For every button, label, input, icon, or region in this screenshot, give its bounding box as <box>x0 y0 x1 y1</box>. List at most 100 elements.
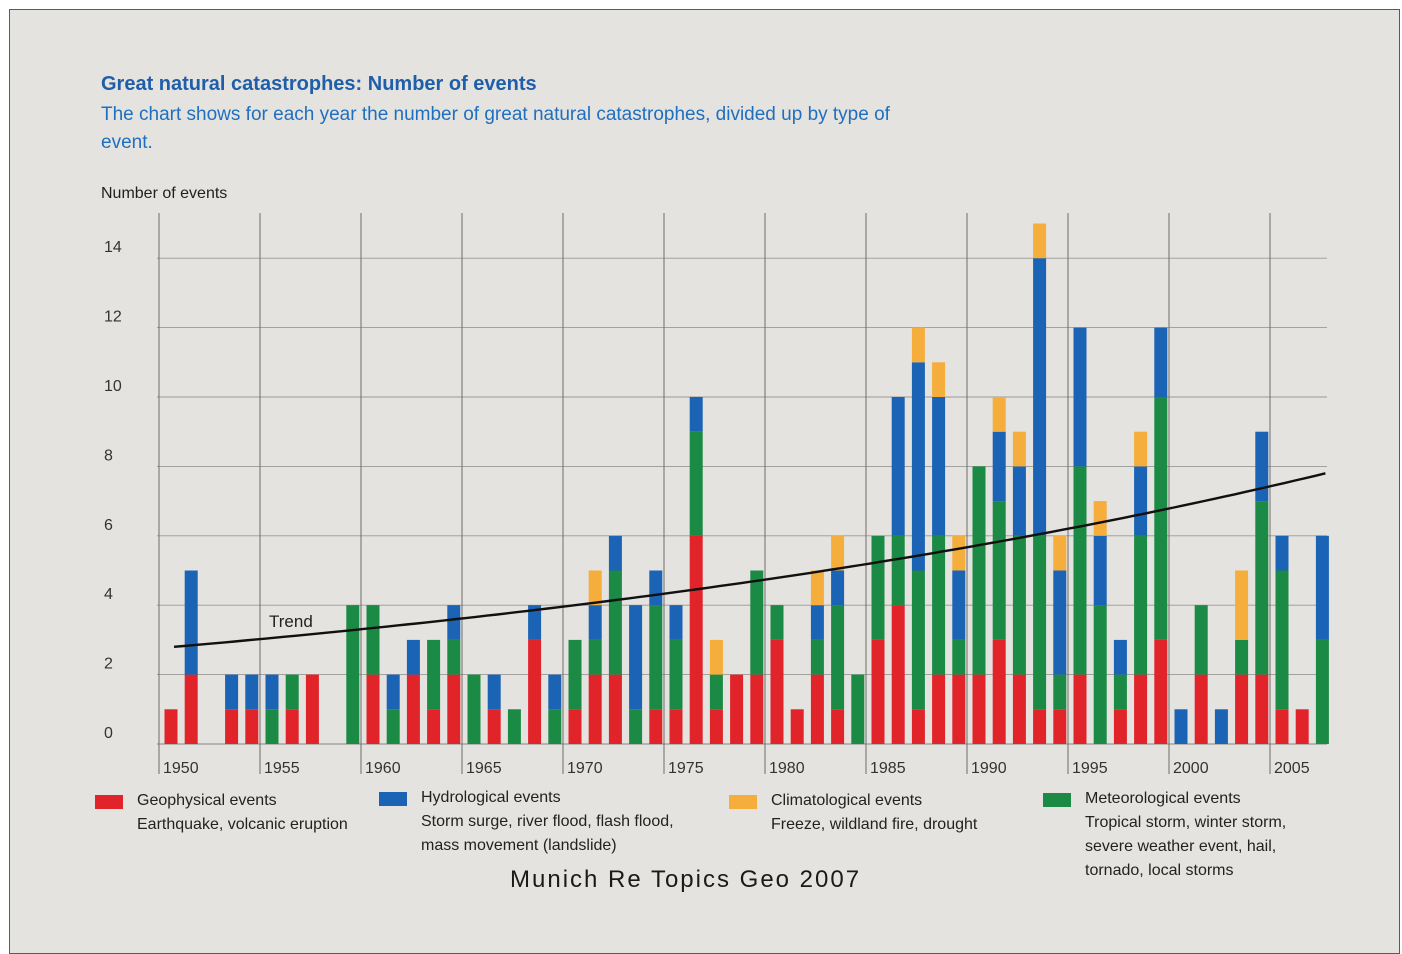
bar-hydrological <box>1315 535 1329 640</box>
x-tick-label: 1990 <box>971 760 1007 777</box>
bar-meteorological <box>932 535 946 675</box>
bar-geophysical <box>911 709 925 744</box>
bar-hydrological <box>952 570 966 640</box>
bar-geophysical <box>992 639 1006 744</box>
legend-desc-climatological: Freeze, wildland fire, drought <box>771 816 978 833</box>
bar-meteorological <box>629 709 643 744</box>
bar-meteorological <box>608 570 622 675</box>
bar-geophysical <box>1073 674 1087 744</box>
legend-title-meteorological: Meteorological events <box>1085 790 1241 807</box>
legend-swatch-hydrological <box>379 792 407 806</box>
bar-geophysical <box>285 709 299 744</box>
bar-geophysical <box>608 674 622 744</box>
bar-geophysical <box>406 674 420 744</box>
bar-hydrological <box>184 570 198 675</box>
bar-geophysical <box>1033 709 1047 744</box>
bar-climatological <box>810 570 824 606</box>
bar-meteorological <box>265 709 279 744</box>
bar-meteorological <box>1275 570 1289 710</box>
bar-geophysical <box>487 709 501 744</box>
trend-line <box>173 472 1326 648</box>
bar-meteorological <box>770 605 784 640</box>
bar-hydrological <box>1012 466 1026 536</box>
bar-meteorological <box>346 605 360 744</box>
bar-geophysical <box>225 709 239 744</box>
bar-geophysical <box>366 674 380 744</box>
bar-hydrological <box>225 674 239 710</box>
bar-meteorological <box>1154 397 1168 640</box>
bar-meteorological <box>366 605 380 675</box>
x-tick-label: 1960 <box>365 760 401 777</box>
bar-meteorological <box>810 639 824 675</box>
bar-geophysical <box>790 709 804 744</box>
bar-geophysical <box>709 709 723 744</box>
bar-hydrological <box>548 674 562 710</box>
bar-geophysical <box>649 709 663 744</box>
bar-climatological <box>1134 431 1148 467</box>
bar-meteorological <box>1194 605 1208 675</box>
y-tick-label: 12 <box>104 309 122 326</box>
bar-climatological <box>831 535 845 571</box>
bar-meteorological <box>831 605 845 710</box>
legend-swatch-climatological <box>729 795 757 809</box>
x-tick-label: 2000 <box>1173 760 1209 777</box>
bar-hydrological <box>1033 258 1047 536</box>
bar-geophysical <box>871 639 885 744</box>
x-tick-label: 1965 <box>466 760 502 777</box>
bar-meteorological <box>1255 501 1269 675</box>
bar-hydrological <box>447 605 461 640</box>
bar-meteorological <box>891 535 905 606</box>
legend-desc-meteorological: Tropical storm, winter storm, severe wea… <box>1085 814 1287 879</box>
bar-geophysical <box>810 674 824 744</box>
bar-geophysical <box>1255 674 1269 744</box>
bar-meteorological <box>750 570 764 675</box>
bar-meteorological <box>1073 466 1087 675</box>
bar-geophysical <box>164 709 178 744</box>
bar-hydrological <box>669 605 683 640</box>
legend-title-climatological: Climatological events <box>771 792 923 809</box>
bar-geophysical <box>831 709 845 744</box>
y-tick-label: 10 <box>104 378 122 395</box>
y-tick-label: 2 <box>104 656 113 673</box>
bar-hydrological <box>1174 709 1188 744</box>
bar-hydrological <box>1255 431 1269 502</box>
bar-hydrological <box>1275 535 1289 571</box>
bar-meteorological <box>952 639 966 675</box>
chart-subtitle: The chart shows for each year the number… <box>101 104 890 153</box>
y-tick-label: 14 <box>104 239 122 256</box>
bar-climatological <box>1033 223 1047 259</box>
bar-meteorological <box>1134 535 1148 675</box>
bar-climatological <box>932 362 946 397</box>
bar-geophysical <box>1275 709 1289 744</box>
bar-meteorological <box>709 674 723 710</box>
bar-meteorological <box>548 709 562 744</box>
bar-geophysical <box>952 674 966 744</box>
y-tick-label: 4 <box>104 586 113 603</box>
bar-hydrological <box>1214 709 1228 744</box>
bar-meteorological <box>1053 674 1067 710</box>
bar-hydrological <box>245 674 259 710</box>
bar-meteorological <box>568 639 582 710</box>
bar-hydrological <box>386 674 400 710</box>
bar-climatological <box>709 639 723 675</box>
legend-title-geophysical: Geophysical events <box>137 792 277 809</box>
bar-geophysical <box>1295 709 1309 744</box>
bar-meteorological <box>911 570 925 710</box>
y-tick-label: 6 <box>104 517 113 534</box>
bar-hydrological <box>1053 570 1067 675</box>
bar-meteorological <box>649 605 663 710</box>
bar-hydrological <box>487 674 501 710</box>
bar-geophysical <box>588 674 602 744</box>
bar-meteorological <box>507 709 521 744</box>
x-tick-label: 2005 <box>1274 760 1310 777</box>
legend-meteorological: Meteorological events Tropical storm, wi… <box>1043 787 1287 883</box>
bar-meteorological <box>1315 639 1329 744</box>
bar-meteorological <box>447 639 461 675</box>
legend-swatch-geophysical <box>95 795 123 809</box>
legend-swatch-meteorological <box>1043 793 1071 807</box>
bar-climatological <box>1053 535 1067 571</box>
bar-geophysical <box>730 674 744 744</box>
bar-hydrological <box>810 605 824 640</box>
bar-hydrological <box>629 605 643 710</box>
